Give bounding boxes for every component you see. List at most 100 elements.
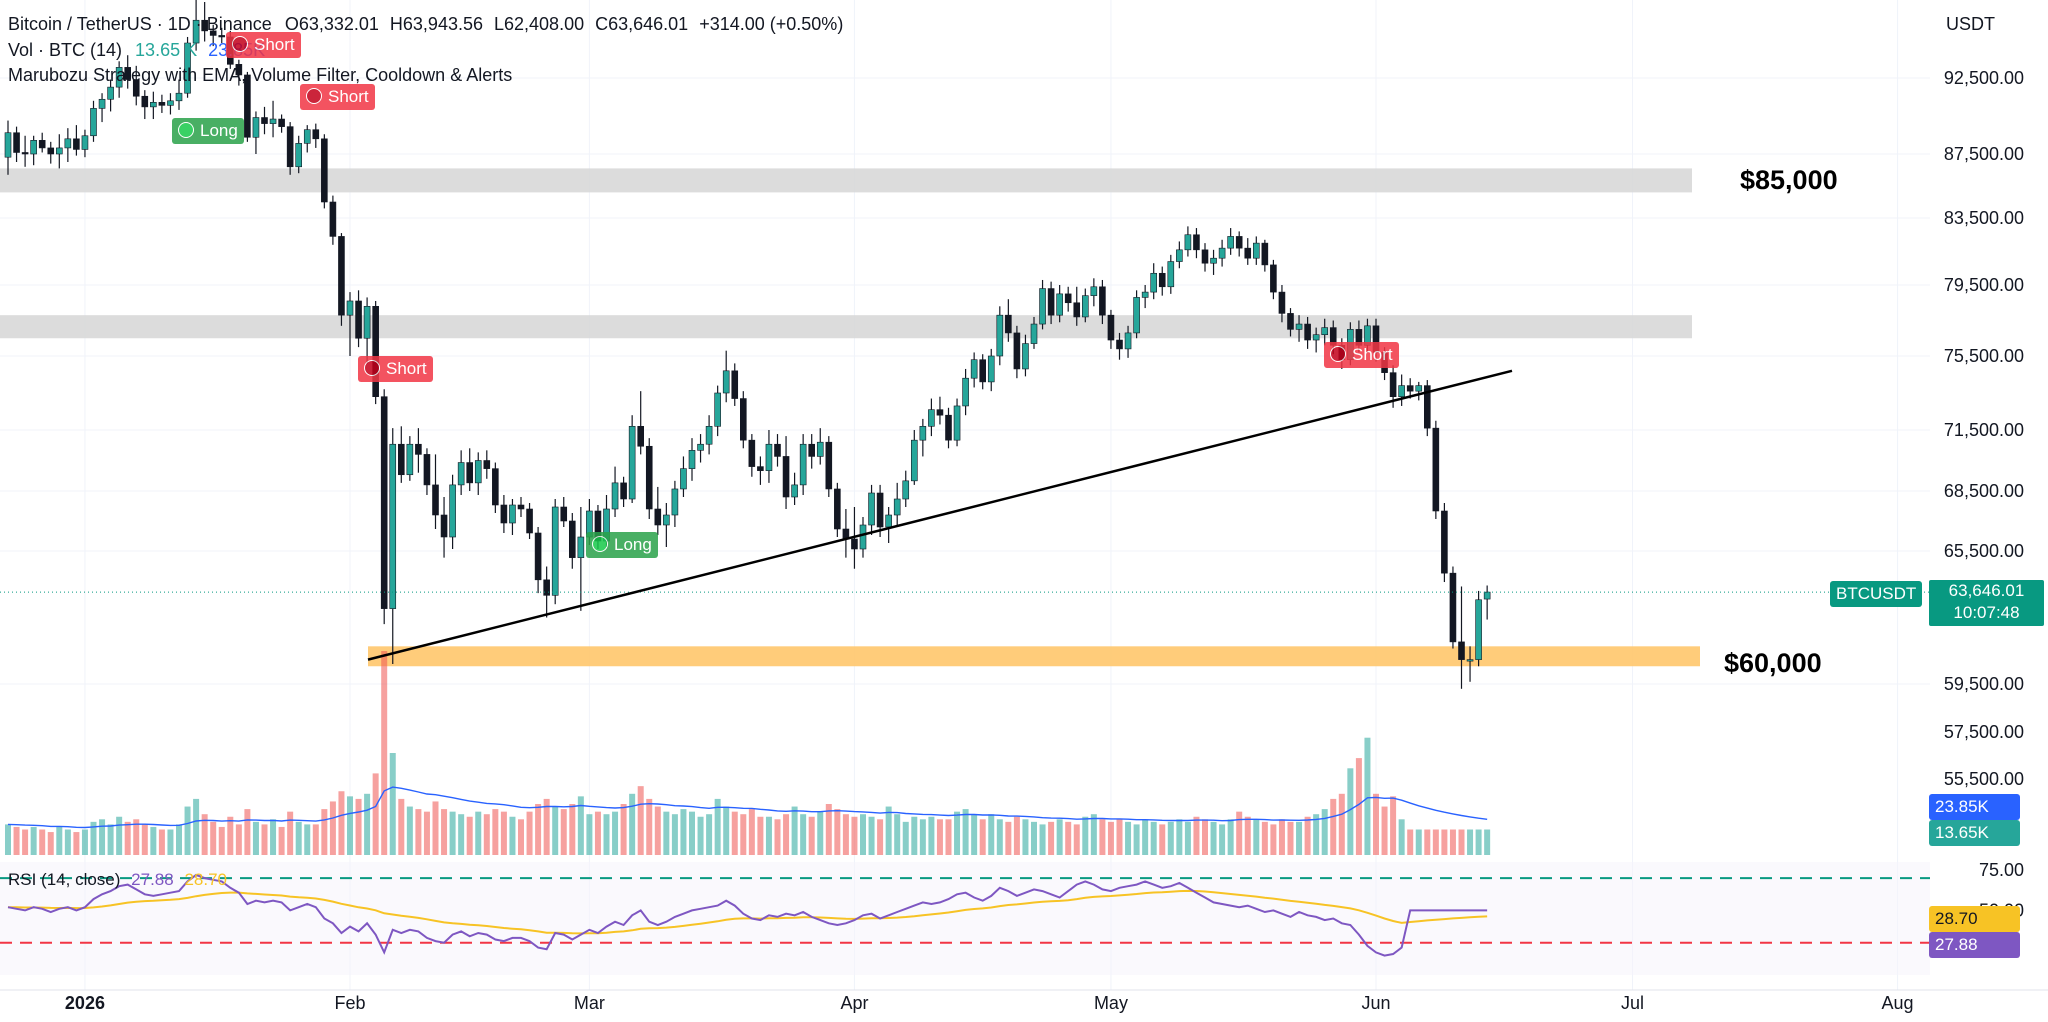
candle-body [55,147,63,155]
rsi-legend[interactable]: RSI (14, close) 27.88 28.70 [8,870,227,890]
candle-body [73,138,80,150]
volume-bar [851,816,858,855]
candle-body [278,118,285,127]
volume-bar [1099,819,1106,855]
candle-body [526,508,533,534]
candle-body [671,488,679,516]
strategy-legend[interactable]: Marubozu Strategy with EMA, Volume Filte… [8,65,512,86]
candle-body [449,484,456,538]
rsi-legend-label: RSI (14, close) [8,870,121,889]
candle-body [1193,234,1200,251]
volume-bar [509,816,516,855]
candle-body [1321,327,1328,336]
volume-bar [594,811,601,855]
candle-body [1082,295,1089,318]
volume-bar [1210,821,1217,855]
volume-bar [1133,824,1140,855]
candle-body [184,42,191,94]
price-axis[interactable]: 59,500.00 65,500.00 68,500.00 71,500.00 75,5… [1944,68,2024,920]
volume-bar [176,824,182,855]
volume-bar [1107,821,1114,855]
candle-body [731,370,739,399]
volume-bar [1056,819,1063,855]
candle-body [1158,272,1166,288]
rsi-pane [0,862,2048,991]
volume-bar [381,651,388,855]
volume-bar [988,814,995,855]
candle-body [124,67,131,80]
volume-bar [73,832,80,855]
candle-body [474,460,482,484]
candle-body [637,425,645,447]
candle-body [492,468,499,506]
volume-bar [902,821,909,855]
candle-body [1167,261,1175,288]
candle-body [962,377,969,407]
volume-bar [1219,824,1226,855]
volume-bar [774,819,781,855]
candle-body [834,488,841,530]
candle-body [312,129,320,140]
volume-bar [1261,821,1268,855]
candle-body [90,108,97,137]
volume-bar [1227,819,1234,855]
symbol-legend[interactable]: Bitcoin / TetherUS · 1D · Binance O63,33… [8,14,843,35]
rsi-tick-label: 75.00 [1979,860,2024,880]
volume-bar [1116,819,1123,855]
candle-body [303,129,311,144]
candle-body [1295,323,1303,330]
volume-bar [1082,816,1089,855]
volume-bar [278,826,285,855]
signal-label: Short [1352,345,1393,364]
volume-bar [748,809,755,855]
volume-bar [347,796,353,855]
volume-bar [1330,798,1337,855]
candle-body [1064,293,1072,304]
candle-body [1090,286,1098,296]
candle-body [1116,339,1123,350]
volume-bar [612,811,619,855]
candle-body [953,405,961,441]
price-change: +314.00 (+0.50%) [699,14,844,34]
signal-label: Short [254,35,295,54]
volume-bar [860,814,866,855]
volume-bar [1415,829,1422,855]
volume-bar [1090,814,1097,855]
candle-body [1150,272,1157,293]
volume-bar [321,809,328,855]
volume-bar [116,816,123,855]
ohlc-low: L62,408.00 [494,14,585,34]
price-tick-label: 55,500.00 [1944,769,2024,789]
volume-bar [569,804,576,855]
signal-long: Long [586,532,658,558]
candle-body [1261,242,1269,266]
volume-bar [99,819,106,855]
rsi-ma-badge: 28.70 [1929,906,2020,932]
volume-bar [1013,816,1020,855]
candle-body [440,514,448,538]
ohlc-close: C63,646.01 [595,14,689,34]
time-tick-label: Apr [840,993,868,1013]
volume-bar [1304,816,1311,855]
signal-short: Short [226,32,301,58]
candle-body [98,98,106,109]
price-tick-label: 59,500.00 [1944,674,2024,694]
volume-bar [30,826,37,855]
volume-bar [1167,821,1174,855]
candle-body [1312,334,1320,341]
volume-bar [1142,819,1149,855]
volume-bar [1031,821,1037,855]
candle-body [568,520,576,558]
volume-bar [936,819,943,855]
price-tick-label: 65,500.00 [1944,541,2024,561]
volume-bar [945,819,952,855]
currency-label[interactable]: USDT [1946,14,1995,34]
candle-body [30,140,37,155]
candle-body [868,492,875,526]
volume-bar [629,793,636,855]
candle-body [389,443,397,609]
candle-body [1466,659,1474,662]
volume-bar [406,806,413,855]
time-axis[interactable]: 2026 Feb Mar Apr May Jun Jul Aug [65,993,1914,1013]
